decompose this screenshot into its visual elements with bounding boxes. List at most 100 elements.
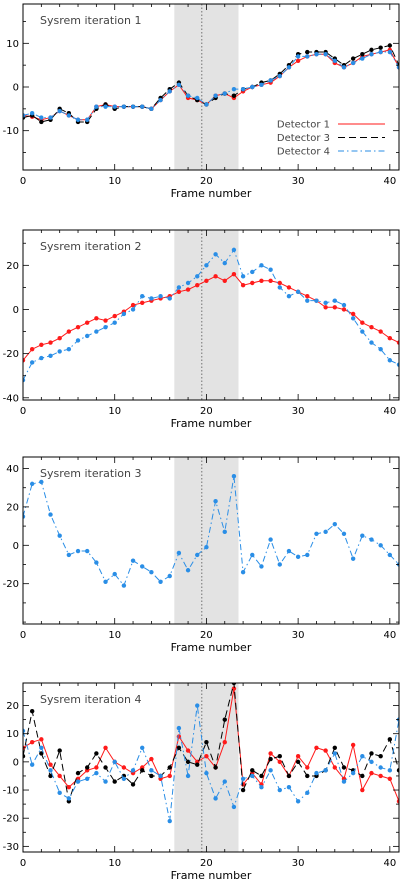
data-point-detector-4 [57, 349, 62, 354]
data-point-detector-1 [48, 762, 53, 767]
data-point-detector-4 [396, 362, 399, 367]
data-point-detector-4 [213, 498, 218, 504]
data-point-detector-4 [29, 360, 35, 365]
y-tick-label: 40 [6, 464, 19, 475]
data-point-detector-4 [185, 93, 191, 98]
data-point-detector-4 [387, 49, 393, 55]
data-point-detector-4 [158, 579, 163, 584]
y-tick-label: -20 [3, 349, 19, 360]
data-point-detector-3 [130, 782, 136, 787]
data-point-detector-3 [222, 717, 227, 722]
data-point-detector-1 [94, 765, 99, 770]
data-point-detector-4 [341, 779, 347, 784]
data-point-detector-4 [130, 104, 136, 109]
data-point-detector-4 [204, 263, 209, 268]
data-point-detector-3 [378, 45, 383, 50]
data-point-detector-4 [314, 298, 319, 303]
data-point-detector-3 [387, 43, 393, 48]
data-point-detector-4 [369, 340, 374, 345]
data-point-detector-4 [332, 298, 337, 303]
data-point-detector-4 [231, 804, 237, 810]
data-point-detector-4 [259, 263, 264, 268]
data-point-detector-4 [112, 104, 117, 109]
data-point-detector-4 [195, 552, 200, 558]
data-point-detector-4 [360, 754, 365, 759]
data-point-detector-4 [378, 49, 383, 55]
data-point-detector-3 [140, 768, 145, 773]
data-point-detector-3 [57, 748, 62, 753]
data-point-detector-4 [176, 725, 182, 731]
data-point-detector-4 [222, 260, 227, 266]
x-tick-label: 10 [108, 406, 121, 417]
data-point-detector-4 [259, 785, 264, 790]
data-point-detector-1 [204, 278, 209, 283]
data-point-detector-4 [213, 252, 218, 257]
y-tick-label: 0 [13, 83, 19, 94]
data-point-detector-3 [75, 770, 81, 776]
data-point-detector-1 [29, 739, 35, 745]
data-point-detector-3 [39, 119, 44, 125]
data-point-detector-4 [195, 703, 200, 708]
data-point-detector-1 [350, 742, 356, 748]
data-point-detector-4 [85, 117, 90, 122]
data-point-detector-4 [360, 56, 365, 61]
shaded-region [174, 230, 239, 400]
data-point-detector-1 [332, 765, 337, 770]
data-point-detector-4 [130, 558, 136, 563]
data-point-detector-3 [378, 754, 383, 759]
plot-frame [22, 229, 400, 401]
data-point-detector-1 [66, 785, 72, 790]
data-point-detector-1 [396, 340, 399, 345]
data-point-detector-4 [167, 89, 172, 94]
y-tick-label: -20 [3, 579, 19, 590]
data-point-detector-3 [240, 787, 246, 793]
data-point-detector-4 [94, 104, 99, 109]
data-point-detector-1 [360, 787, 365, 793]
data-point-detector-4 [369, 537, 374, 542]
data-point-detector-1 [66, 329, 72, 334]
data-point-detector-1 [195, 282, 200, 288]
y-tick-label: -20 [3, 814, 19, 825]
data-point-detector-4 [39, 355, 44, 361]
data-point-detector-4 [286, 548, 292, 554]
legend-label: Detector 4 [277, 147, 330, 158]
data-point-detector-4 [167, 818, 172, 824]
data-point-detector-1 [378, 329, 383, 334]
data-point-detector-4 [57, 108, 62, 114]
data-point-detector-1 [130, 302, 136, 308]
data-point-detector-4 [268, 267, 273, 272]
data-point-detector-1 [350, 311, 356, 317]
data-point-detector-1 [314, 745, 319, 750]
data-point-detector-1 [231, 686, 237, 691]
data-point-detector-3 [250, 768, 255, 773]
data-point-detector-1 [121, 765, 127, 770]
data-point-detector-1 [396, 799, 399, 804]
data-point-detector-4 [176, 285, 182, 290]
data-point-detector-3 [305, 773, 310, 779]
shaded-region [174, 457, 239, 624]
data-point-detector-4 [85, 333, 90, 339]
x-tick-label: 30 [292, 630, 305, 641]
y-tick-label: 0 [13, 541, 19, 552]
legend-label: Detector 3 [277, 133, 330, 144]
data-point-detector-3 [112, 779, 117, 784]
data-point-detector-4 [39, 479, 44, 485]
data-point-detector-4 [323, 529, 328, 535]
series-line-detector-3 [23, 683, 399, 802]
data-point-detector-4 [250, 84, 255, 90]
data-point-detector-1 [94, 316, 99, 321]
data-point-detector-4 [396, 65, 399, 70]
data-point-detector-3 [277, 754, 282, 759]
legend-label: Detector 1 [277, 120, 330, 131]
data-point-detector-4 [140, 104, 145, 109]
data-point-detector-1 [48, 340, 53, 345]
y-tick-label: 10 [6, 39, 19, 50]
data-point-detector-4 [75, 117, 81, 122]
x-tick-label: 10 [108, 176, 121, 187]
data-point-detector-1 [387, 776, 393, 781]
data-point-detector-4 [167, 573, 172, 579]
data-point-detector-4 [378, 347, 383, 352]
data-point-detector-4 [75, 338, 81, 343]
data-point-detector-4 [66, 113, 72, 118]
data-point-detector-4 [149, 106, 154, 112]
